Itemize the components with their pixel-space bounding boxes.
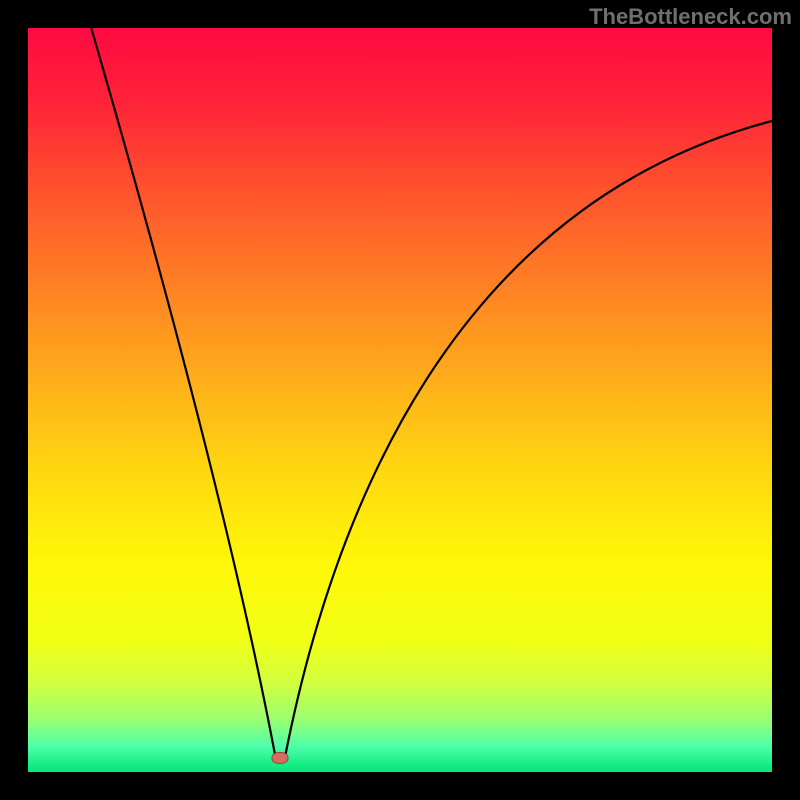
curve-right-branch [285,121,772,759]
curve-left-branch [91,28,276,759]
bottleneck-curve [28,28,772,772]
watermark-text: TheBottleneck.com [589,4,792,30]
plot-area [28,28,772,772]
optimum-marker [272,752,289,764]
